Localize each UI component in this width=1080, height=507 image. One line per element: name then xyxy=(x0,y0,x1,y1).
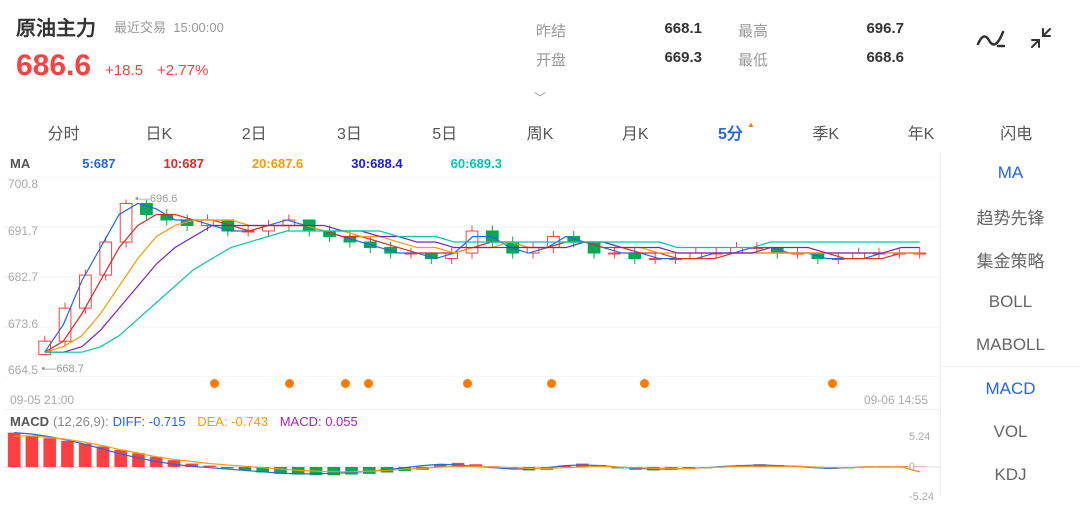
tab-2日[interactable]: 2日 xyxy=(207,120,302,144)
expand-chevron-icon[interactable]: ﹀ xyxy=(0,89,1080,106)
macd-chart[interactable]: 5.240-5.24 xyxy=(4,431,940,503)
tab-日K[interactable]: 日K xyxy=(111,120,206,144)
stats-grid: 昨结668.1 最高696.7 开盘669.3 最低668.6 xyxy=(536,12,944,70)
tab-3日[interactable]: 3日 xyxy=(302,120,397,144)
indicator-趋势先锋[interactable]: 趋势先锋 xyxy=(941,195,1080,238)
price-chart[interactable]: 700.8691.7682.7673.6664.5 •—696.6 •—668.… xyxy=(4,177,940,377)
tab-年K[interactable]: 年K xyxy=(873,120,968,144)
indicator-MA[interactable]: MA xyxy=(941,152,1080,195)
tab-周K[interactable]: 周K xyxy=(492,120,587,144)
timeframe-tabs: 分时日K2日3日5日周K月K5分▲季K年K闪电 xyxy=(0,106,1080,152)
macd-legend: MACD (12,26,9): DIFF: -0.715 DEA: -0.743… xyxy=(4,409,940,431)
change-abs: +18.5 xyxy=(105,62,143,79)
indicator-BOLL[interactable]: BOLL xyxy=(941,281,1080,324)
time-axis: 09-05 21:0009-06 14:55 xyxy=(4,391,940,409)
high-annotation: •—696.6 xyxy=(135,193,177,205)
signal-markers xyxy=(4,377,940,391)
tab-闪电[interactable]: 闪电 xyxy=(969,120,1064,144)
ma-legend-item: 10:687 xyxy=(163,156,203,171)
indicator-VOL[interactable]: VOL xyxy=(941,410,1080,453)
indicator-MACD[interactable]: MACD xyxy=(941,367,1080,410)
ma-legend-item: 60:689.3 xyxy=(451,156,502,171)
tab-5分[interactable]: 5分▲ xyxy=(683,120,778,144)
indicator-sidebar: MA趋势先锋集金策略BOLLMABOLLMACDVOLKDJ xyxy=(940,152,1080,496)
last-trade-label: 最近交易 15:00:00 xyxy=(114,17,224,36)
ma-legend-item: 20:687.6 xyxy=(252,156,303,171)
tab-季K[interactable]: 季K xyxy=(778,120,873,144)
collapse-icon[interactable] xyxy=(1030,27,1052,49)
indicator-集金策略[interactable]: 集金策略 xyxy=(941,238,1080,281)
change-pct: +2.77% xyxy=(157,62,208,79)
ma-legend: MA5:68710:68720:687.630:688.460:689.3 xyxy=(4,152,940,177)
low-annotation: •—668.7 xyxy=(41,363,83,375)
draw-icon[interactable] xyxy=(976,26,1006,50)
ma-legend-item: 30:688.4 xyxy=(351,156,402,171)
instrument-title: 原油主力 xyxy=(16,12,96,41)
ma-legend-item: 5:687 xyxy=(82,156,115,171)
tab-5日[interactable]: 5日 xyxy=(397,120,492,144)
indicator-MABOLL[interactable]: MABOLL xyxy=(941,324,1080,367)
tab-月K[interactable]: 月K xyxy=(588,120,683,144)
tab-分时[interactable]: 分时 xyxy=(16,120,111,144)
indicator-KDJ[interactable]: KDJ xyxy=(941,453,1080,496)
last-price: 686.6 xyxy=(16,49,91,83)
